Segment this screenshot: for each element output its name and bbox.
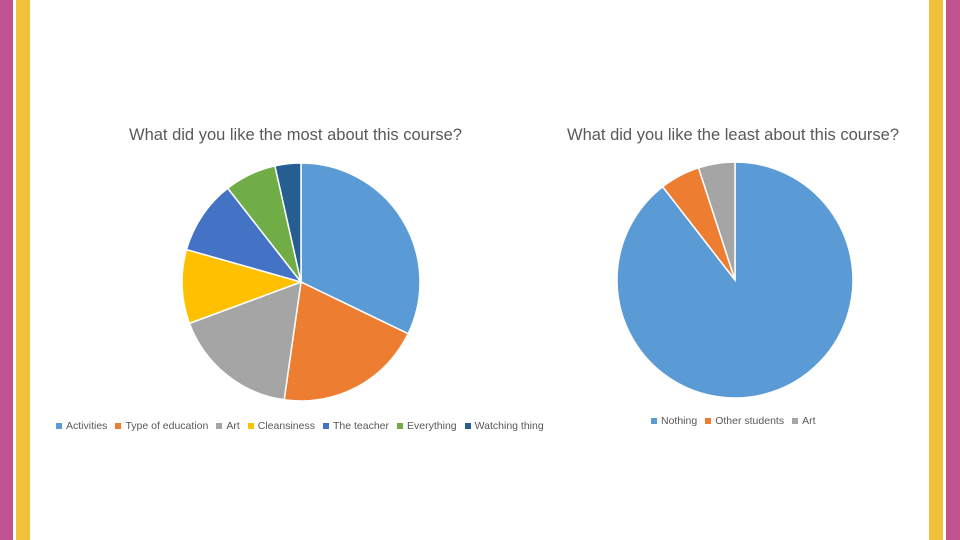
legend-label: Art — [802, 415, 816, 427]
chart2-title: What did you like the least about this c… — [567, 126, 900, 144]
legend-item-activities: Activities — [56, 420, 107, 432]
right-outer-bar — [946, 0, 960, 540]
legend-swatch — [397, 423, 404, 429]
legend-label: The teacher — [332, 420, 390, 432]
legend-swatch — [322, 423, 329, 429]
legend-swatch — [56, 423, 62, 429]
legend-item-cleansiness: Cleansiness — [247, 420, 315, 432]
chart2-pie — [616, 161, 854, 399]
legend-swatch — [115, 423, 122, 429]
pie-slice-art — [188, 280, 302, 401]
left-inner-bar — [16, 0, 30, 540]
right-inner-bar — [929, 0, 943, 540]
pie-slice-activities — [300, 162, 421, 335]
legend-swatch — [464, 423, 471, 429]
legend-item-type-of-education: Type of education — [115, 420, 208, 432]
legend-swatch — [792, 418, 799, 424]
pie-slice-art — [697, 161, 736, 281]
legend-label: Everything — [407, 420, 457, 432]
legend-swatch — [247, 423, 254, 429]
legend-label: Art — [226, 420, 240, 432]
legend-item-art: Art — [216, 420, 240, 432]
legend-label: Activities — [66, 420, 108, 432]
chart2-legend: Nothing Other students Art — [651, 415, 851, 427]
pie-slice-the-teacher — [185, 187, 304, 284]
chart1-pie — [181, 162, 421, 402]
legend-label: Type of education — [125, 420, 209, 432]
legend-swatch — [216, 423, 223, 429]
legend-label: Nothing — [661, 415, 698, 427]
legend-label: Other students — [715, 415, 785, 427]
legend-item-art: Art — [792, 415, 816, 427]
pie-slice-cleansiness — [181, 248, 304, 325]
legend-swatch — [705, 418, 712, 424]
legend-label: Watching thing — [474, 420, 544, 432]
legend-item-nothing: Nothing — [651, 415, 697, 427]
legend-item-the-teacher: The teacher — [322, 420, 390, 432]
pie-slice-type-of-education — [283, 280, 410, 402]
legend-swatch — [651, 418, 657, 424]
legend-item-everything: Everything — [397, 420, 457, 432]
chart1-title: What did you like the most about this co… — [129, 126, 462, 144]
pie-slice-watching-thing — [274, 162, 302, 283]
legend-item-watching-thing: Watching thing — [464, 420, 544, 432]
left-outer-bar — [0, 0, 13, 540]
chart1-legend: Activities Type of education Art Cleansines… — [56, 420, 550, 432]
legend-item-other-students: Other students — [705, 415, 784, 427]
legend-label: Cleansiness — [257, 420, 315, 432]
